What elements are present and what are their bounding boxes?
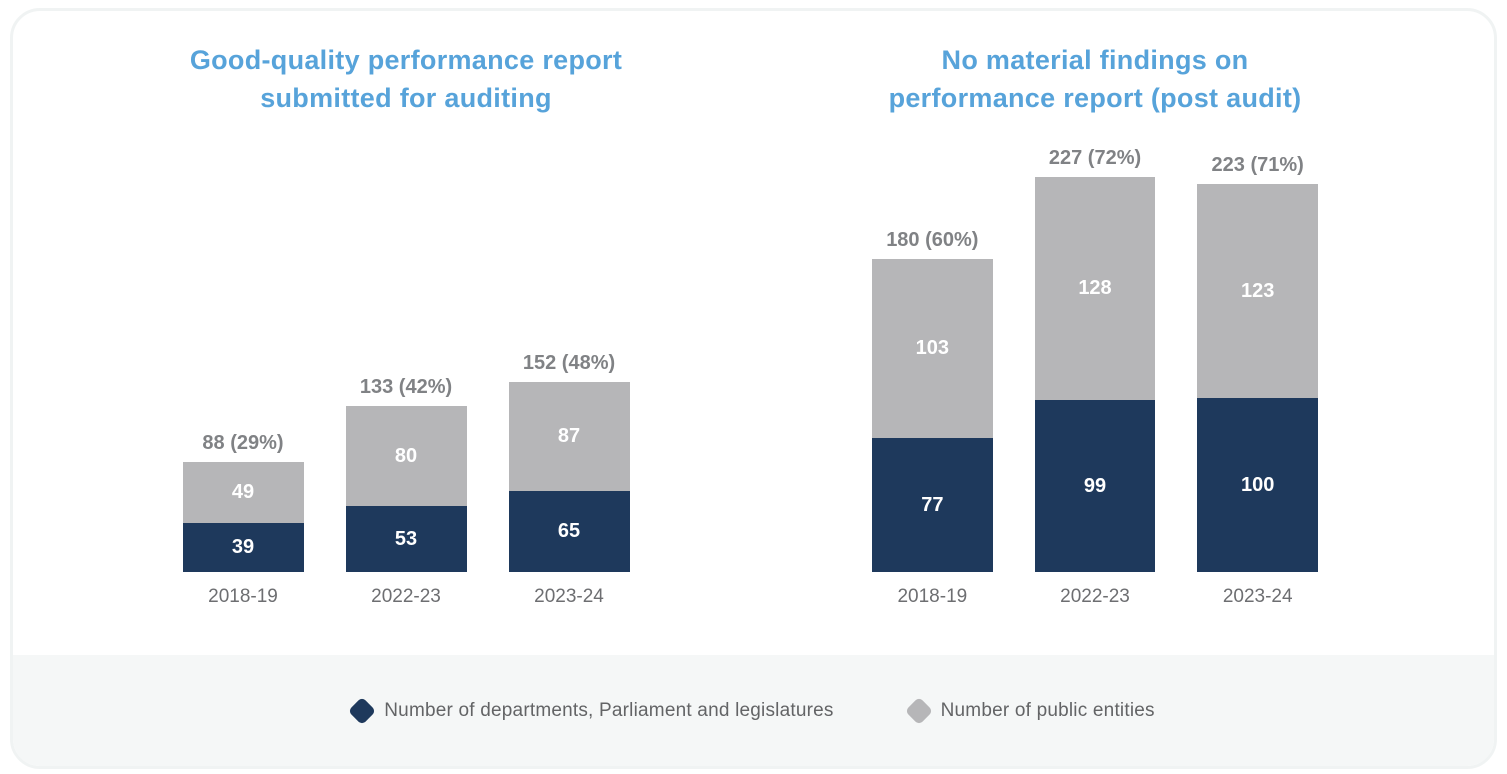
- bar-value-label: 80: [394, 444, 418, 467]
- bar-value-label: 128: [1078, 277, 1112, 299]
- chart-title-line: performance report (post audit): [888, 83, 1302, 113]
- category-label: 2023-24: [1222, 586, 1293, 607]
- bar-total-label: 223 (71%): [1211, 154, 1304, 176]
- legend-item: Number of departments, Parliament and le…: [348, 696, 834, 725]
- chart-title-line: No material findings on: [941, 45, 1249, 75]
- bar-value-label: 123: [1240, 279, 1275, 302]
- category-axis: 2018-19 2022-23 2023-24: [872, 586, 1318, 608]
- bar-segment-departments: 100: [1197, 398, 1319, 572]
- bar-segment-departments: 77: [872, 438, 993, 572]
- chart-title-line: submitted for auditing: [260, 83, 552, 113]
- bar-segment-public-entities: 128: [1034, 177, 1156, 400]
- bar-2022-23: 133 (42%) 80 53: [345, 376, 467, 572]
- bar-segment-public-entities: 49: [182, 462, 304, 523]
- bar-segment-public-entities: 123: [1197, 184, 1319, 398]
- legend-swatch-icon: [348, 696, 377, 725]
- category-label: 2022-23: [371, 586, 441, 607]
- chart-no-material-findings: No material findings on performance repor…: [872, 41, 1319, 607]
- bar-segment-public-entities: 87: [508, 382, 630, 491]
- bar-2018-19: 180 (60%) 103 77: [872, 229, 993, 572]
- legend-label: Number of public entities: [940, 699, 1155, 721]
- bar-value-label: 65: [557, 520, 581, 542]
- bar-total-label: 227 (72%): [1048, 147, 1142, 169]
- bar-segment-departments: 65: [508, 491, 630, 572]
- bar-total-label: 88 (29%): [202, 432, 284, 454]
- bar-segment-public-entities: 103: [872, 259, 993, 438]
- legend-item: Number of public entities: [904, 696, 1155, 725]
- bar-value-label: 103: [915, 337, 950, 359]
- legend-label: Number of departments, Parliament and le…: [384, 699, 834, 721]
- category-label: 2022-23: [1060, 586, 1130, 607]
- bar-segment-departments: 39: [182, 523, 304, 572]
- bar-group: 88 (29%) 49 39 133 (42%) 80 53 152 (48%) 87 65: [182, 352, 630, 572]
- bar-segment-departments: 53: [345, 506, 467, 572]
- chart-title: Good-quality performance report submitted…: [182, 41, 630, 117]
- bar-segment-public-entities: 80: [345, 406, 467, 506]
- bar-total-label: 152 (48%): [522, 352, 616, 374]
- legend: Number of departments, Parliament and le…: [13, 655, 1494, 766]
- chart-title: No material findings on performance repor…: [872, 41, 1318, 117]
- bar-value-label: 100: [1240, 473, 1275, 496]
- bar-value-label: 77: [921, 493, 944, 516]
- category-axis: 2018-19 2022-23 2023-24: [182, 586, 630, 608]
- bar-2018-19: 88 (29%) 49 39: [182, 432, 304, 572]
- bar-2023-24: 223 (71%) 123 100: [1197, 154, 1319, 572]
- category-label: 2018-19: [208, 586, 278, 607]
- bar-segment-departments: 99: [1034, 400, 1156, 572]
- chart-title-line: Good-quality performance report: [189, 45, 623, 75]
- bar-value-label: 53: [394, 527, 418, 550]
- bar-value-label: 99: [1083, 474, 1107, 497]
- chart-good-quality-report: Good-quality performance report submitted…: [182, 41, 630, 607]
- bar-group: 180 (60%) 103 77 227 (72%) 128 99 223 (71%) 123…: [872, 147, 1319, 572]
- bar-total-label: 133 (42%): [359, 376, 453, 398]
- chart-card: Good-quality performance report submitted…: [10, 8, 1497, 769]
- bar-2023-24: 152 (48%) 87 65: [508, 352, 630, 572]
- legend-swatch-icon: [904, 696, 933, 725]
- bar-value-label: 49: [231, 481, 255, 503]
- bar-total-label: 180 (60%): [886, 229, 979, 251]
- bar-value-label: 87: [557, 425, 581, 447]
- bar-2022-23: 227 (72%) 128 99: [1034, 147, 1156, 572]
- category-label: 2018-19: [897, 586, 968, 607]
- category-label: 2023-24: [534, 586, 604, 607]
- bar-value-label: 39: [231, 536, 255, 558]
